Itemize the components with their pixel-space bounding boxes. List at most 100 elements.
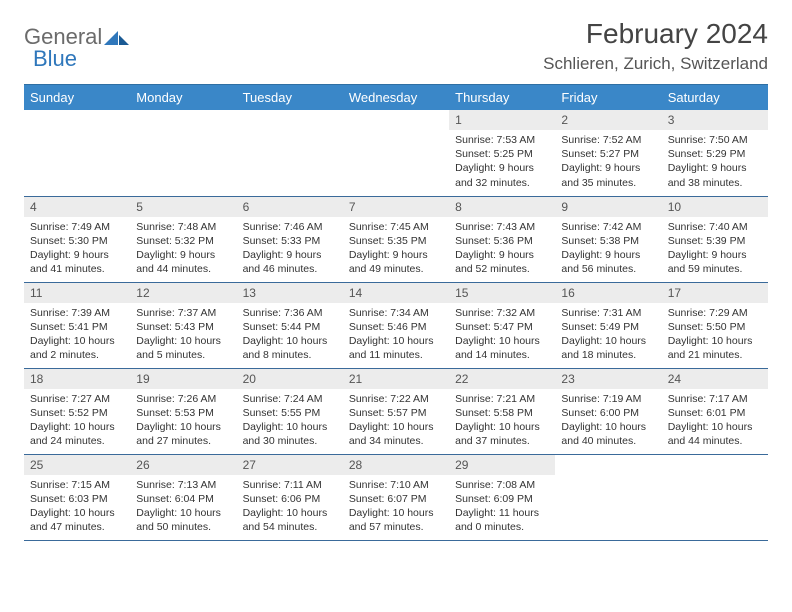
day-info: Sunrise: 7:10 AMSunset: 6:07 PMDaylight:…	[343, 475, 449, 538]
day-number: 24	[662, 369, 768, 389]
calendar-week-row: 1Sunrise: 7:53 AMSunset: 5:25 PMDaylight…	[24, 110, 768, 196]
day-number: 9	[555, 197, 661, 217]
day-number: 7	[343, 197, 449, 217]
day-number: 5	[130, 197, 236, 217]
calendar-cell: 6Sunrise: 7:46 AMSunset: 5:33 PMDaylight…	[237, 196, 343, 282]
day-info: Sunrise: 7:52 AMSunset: 5:27 PMDaylight:…	[555, 130, 661, 193]
location-text: Schlieren, Zurich, Switzerland	[543, 54, 768, 74]
logo-word-blue: Blue	[33, 46, 77, 72]
day-number: 2	[555, 110, 661, 130]
logo-triangle-icon	[104, 27, 130, 47]
weekday-tuesday: Tuesday	[237, 85, 343, 111]
day-number: 8	[449, 197, 555, 217]
day-info: Sunrise: 7:39 AMSunset: 5:41 PMDaylight:…	[24, 303, 130, 366]
day-info: Sunrise: 7:36 AMSunset: 5:44 PMDaylight:…	[237, 303, 343, 366]
day-number: 20	[237, 369, 343, 389]
day-number: 25	[24, 455, 130, 475]
calendar-cell: 25Sunrise: 7:15 AMSunset: 6:03 PMDayligh…	[24, 454, 130, 540]
calendar-cell: 22Sunrise: 7:21 AMSunset: 5:58 PMDayligh…	[449, 368, 555, 454]
calendar-cell: 12Sunrise: 7:37 AMSunset: 5:43 PMDayligh…	[130, 282, 236, 368]
day-info: Sunrise: 7:45 AMSunset: 5:35 PMDaylight:…	[343, 217, 449, 280]
weekday-monday: Monday	[130, 85, 236, 111]
calendar-cell	[237, 110, 343, 196]
calendar-cell: 11Sunrise: 7:39 AMSunset: 5:41 PMDayligh…	[24, 282, 130, 368]
calendar-cell: 7Sunrise: 7:45 AMSunset: 5:35 PMDaylight…	[343, 196, 449, 282]
day-number: 27	[237, 455, 343, 475]
day-number: 14	[343, 283, 449, 303]
day-info: Sunrise: 7:11 AMSunset: 6:06 PMDaylight:…	[237, 475, 343, 538]
day-info: Sunrise: 7:49 AMSunset: 5:30 PMDaylight:…	[24, 217, 130, 280]
title-block: February 2024 Schlieren, Zurich, Switzer…	[543, 18, 768, 74]
calendar-cell: 9Sunrise: 7:42 AMSunset: 5:38 PMDaylight…	[555, 196, 661, 282]
day-number: 4	[24, 197, 130, 217]
day-info: Sunrise: 7:22 AMSunset: 5:57 PMDaylight:…	[343, 389, 449, 452]
calendar-cell: 21Sunrise: 7:22 AMSunset: 5:57 PMDayligh…	[343, 368, 449, 454]
calendar-cell: 3Sunrise: 7:50 AMSunset: 5:29 PMDaylight…	[662, 110, 768, 196]
calendar-body: 1Sunrise: 7:53 AMSunset: 5:25 PMDaylight…	[24, 110, 768, 540]
day-number: 18	[24, 369, 130, 389]
day-number: 17	[662, 283, 768, 303]
day-info: Sunrise: 7:32 AMSunset: 5:47 PMDaylight:…	[449, 303, 555, 366]
day-number: 15	[449, 283, 555, 303]
day-number: 3	[662, 110, 768, 130]
day-info: Sunrise: 7:31 AMSunset: 5:49 PMDaylight:…	[555, 303, 661, 366]
calendar-week-row: 11Sunrise: 7:39 AMSunset: 5:41 PMDayligh…	[24, 282, 768, 368]
day-info: Sunrise: 7:29 AMSunset: 5:50 PMDaylight:…	[662, 303, 768, 366]
day-info: Sunrise: 7:15 AMSunset: 6:03 PMDaylight:…	[24, 475, 130, 538]
calendar-cell: 29Sunrise: 7:08 AMSunset: 6:09 PMDayligh…	[449, 454, 555, 540]
day-number: 23	[555, 369, 661, 389]
calendar-cell	[662, 454, 768, 540]
weekday-saturday: Saturday	[662, 85, 768, 111]
calendar-cell: 10Sunrise: 7:40 AMSunset: 5:39 PMDayligh…	[662, 196, 768, 282]
calendar-cell: 19Sunrise: 7:26 AMSunset: 5:53 PMDayligh…	[130, 368, 236, 454]
day-info: Sunrise: 7:17 AMSunset: 6:01 PMDaylight:…	[662, 389, 768, 452]
calendar-cell	[343, 110, 449, 196]
calendar-cell: 17Sunrise: 7:29 AMSunset: 5:50 PMDayligh…	[662, 282, 768, 368]
weekday-header-row: Sunday Monday Tuesday Wednesday Thursday…	[24, 85, 768, 111]
day-number: 1	[449, 110, 555, 130]
day-info: Sunrise: 7:24 AMSunset: 5:55 PMDaylight:…	[237, 389, 343, 452]
calendar-cell: 15Sunrise: 7:32 AMSunset: 5:47 PMDayligh…	[449, 282, 555, 368]
day-info: Sunrise: 7:53 AMSunset: 5:25 PMDaylight:…	[449, 130, 555, 193]
day-number: 11	[24, 283, 130, 303]
day-number: 22	[449, 369, 555, 389]
day-info: Sunrise: 7:48 AMSunset: 5:32 PMDaylight:…	[130, 217, 236, 280]
day-info: Sunrise: 7:43 AMSunset: 5:36 PMDaylight:…	[449, 217, 555, 280]
weekday-thursday: Thursday	[449, 85, 555, 111]
calendar-cell: 8Sunrise: 7:43 AMSunset: 5:36 PMDaylight…	[449, 196, 555, 282]
day-number: 19	[130, 369, 236, 389]
day-info: Sunrise: 7:21 AMSunset: 5:58 PMDaylight:…	[449, 389, 555, 452]
day-number: 29	[449, 455, 555, 475]
weekday-wednesday: Wednesday	[343, 85, 449, 111]
calendar-cell: 4Sunrise: 7:49 AMSunset: 5:30 PMDaylight…	[24, 196, 130, 282]
day-number: 12	[130, 283, 236, 303]
day-info: Sunrise: 7:08 AMSunset: 6:09 PMDaylight:…	[449, 475, 555, 538]
day-info: Sunrise: 7:19 AMSunset: 6:00 PMDaylight:…	[555, 389, 661, 452]
calendar-cell	[24, 110, 130, 196]
calendar-table: Sunday Monday Tuesday Wednesday Thursday…	[24, 84, 768, 541]
calendar-week-row: 4Sunrise: 7:49 AMSunset: 5:30 PMDaylight…	[24, 196, 768, 282]
calendar-week-row: 25Sunrise: 7:15 AMSunset: 6:03 PMDayligh…	[24, 454, 768, 540]
day-number: 21	[343, 369, 449, 389]
day-number: 10	[662, 197, 768, 217]
day-info: Sunrise: 7:40 AMSunset: 5:39 PMDaylight:…	[662, 217, 768, 280]
day-info: Sunrise: 7:13 AMSunset: 6:04 PMDaylight:…	[130, 475, 236, 538]
calendar-cell: 16Sunrise: 7:31 AMSunset: 5:49 PMDayligh…	[555, 282, 661, 368]
day-info: Sunrise: 7:42 AMSunset: 5:38 PMDaylight:…	[555, 217, 661, 280]
calendar-cell: 14Sunrise: 7:34 AMSunset: 5:46 PMDayligh…	[343, 282, 449, 368]
day-info: Sunrise: 7:34 AMSunset: 5:46 PMDaylight:…	[343, 303, 449, 366]
calendar-cell: 5Sunrise: 7:48 AMSunset: 5:32 PMDaylight…	[130, 196, 236, 282]
month-title: February 2024	[543, 18, 768, 50]
calendar-cell: 13Sunrise: 7:36 AMSunset: 5:44 PMDayligh…	[237, 282, 343, 368]
calendar-cell: 27Sunrise: 7:11 AMSunset: 6:06 PMDayligh…	[237, 454, 343, 540]
day-number: 26	[130, 455, 236, 475]
calendar-week-row: 18Sunrise: 7:27 AMSunset: 5:52 PMDayligh…	[24, 368, 768, 454]
calendar-cell: 2Sunrise: 7:52 AMSunset: 5:27 PMDaylight…	[555, 110, 661, 196]
day-info: Sunrise: 7:26 AMSunset: 5:53 PMDaylight:…	[130, 389, 236, 452]
day-info: Sunrise: 7:27 AMSunset: 5:52 PMDaylight:…	[24, 389, 130, 452]
calendar-cell: 26Sunrise: 7:13 AMSunset: 6:04 PMDayligh…	[130, 454, 236, 540]
calendar-cell: 23Sunrise: 7:19 AMSunset: 6:00 PMDayligh…	[555, 368, 661, 454]
calendar-cell: 24Sunrise: 7:17 AMSunset: 6:01 PMDayligh…	[662, 368, 768, 454]
day-info: Sunrise: 7:46 AMSunset: 5:33 PMDaylight:…	[237, 217, 343, 280]
page-header: General February 2024 Schlieren, Zurich,…	[24, 18, 768, 74]
